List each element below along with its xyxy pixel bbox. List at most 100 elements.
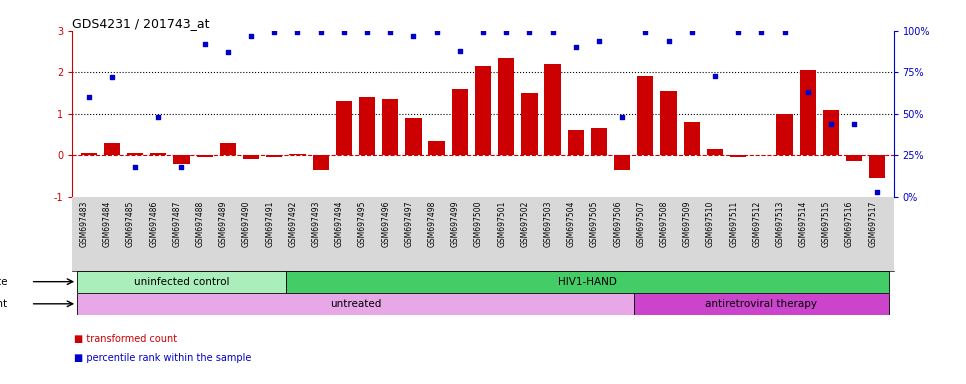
Bar [429, 141, 444, 155]
Text: GSM697516: GSM697516 [845, 200, 854, 247]
Text: GSM697506: GSM697506 [613, 200, 622, 247]
Bar [452, 89, 468, 155]
Text: ■ transformed count: ■ transformed count [74, 334, 178, 344]
Point [777, 29, 792, 35]
Bar [614, 155, 630, 170]
Text: untreated: untreated [329, 299, 382, 309]
Bar [800, 70, 816, 155]
Bar [219, 143, 236, 155]
Bar [127, 153, 143, 155]
Point [174, 164, 189, 170]
Bar [173, 155, 189, 164]
Point [846, 121, 862, 127]
Point [429, 29, 444, 35]
Bar [77, 293, 634, 315]
Point [869, 189, 885, 195]
Text: GSM697490: GSM697490 [242, 200, 251, 247]
Text: GSM697501: GSM697501 [497, 200, 506, 247]
Text: GSM697511: GSM697511 [729, 200, 738, 247]
Point [104, 74, 120, 80]
Point [591, 38, 607, 44]
Text: HIV1-HAND: HIV1-HAND [558, 276, 617, 287]
Point [684, 29, 699, 35]
Text: GSM697485: GSM697485 [127, 200, 135, 247]
Bar [684, 122, 700, 155]
Text: GSM697510: GSM697510 [706, 200, 715, 247]
Point [383, 29, 398, 35]
Point [522, 29, 537, 35]
Text: GSM697496: GSM697496 [382, 200, 390, 247]
Text: GSM697488: GSM697488 [196, 200, 205, 247]
Bar [638, 76, 653, 155]
Point [220, 49, 236, 55]
Bar [359, 97, 375, 155]
Point [800, 89, 815, 95]
Text: GSM697483: GSM697483 [79, 200, 89, 247]
Text: disease state: disease state [0, 276, 8, 287]
Point [151, 114, 166, 120]
Bar [568, 130, 583, 155]
Text: GSM697512: GSM697512 [753, 200, 761, 247]
Bar [242, 155, 259, 159]
Bar [846, 155, 863, 162]
Point [823, 121, 838, 127]
Point [81, 94, 97, 100]
Text: GSM697493: GSM697493 [312, 200, 321, 247]
Text: GSM697504: GSM697504 [567, 200, 576, 247]
Point [452, 48, 468, 54]
Text: uninfected control: uninfected control [133, 276, 229, 287]
Point [359, 29, 375, 35]
Text: GSM697505: GSM697505 [590, 200, 599, 247]
Bar [150, 153, 166, 155]
Bar [77, 271, 286, 293]
Text: GSM697503: GSM697503 [544, 200, 553, 247]
Text: GSM697499: GSM697499 [451, 200, 460, 247]
Point [753, 29, 769, 35]
Bar [869, 155, 886, 178]
Bar [336, 101, 352, 155]
Bar [475, 66, 491, 155]
Bar [591, 128, 607, 155]
Text: GSM697489: GSM697489 [219, 200, 228, 247]
Text: ■ percentile rank within the sample: ■ percentile rank within the sample [74, 353, 252, 363]
Bar [290, 154, 305, 155]
Point [638, 29, 653, 35]
Text: GSM697502: GSM697502 [521, 200, 529, 247]
Text: GSM697515: GSM697515 [822, 200, 831, 247]
Point [336, 29, 352, 35]
Text: GSM697500: GSM697500 [474, 200, 483, 247]
Bar [266, 155, 282, 157]
Bar [286, 271, 889, 293]
Bar [634, 293, 889, 315]
Point [730, 29, 746, 35]
Bar [313, 155, 328, 170]
Point [406, 33, 421, 39]
Bar [103, 143, 120, 155]
Text: GSM697497: GSM697497 [405, 200, 413, 247]
Text: GSM697509: GSM697509 [683, 200, 692, 247]
Point [661, 38, 676, 44]
Bar [661, 91, 676, 155]
Bar [545, 64, 560, 155]
Point [498, 29, 514, 35]
Bar [498, 58, 514, 155]
Point [707, 73, 723, 79]
Bar [383, 99, 398, 155]
Text: GSM697507: GSM697507 [637, 200, 645, 247]
Text: GSM697494: GSM697494 [335, 200, 344, 247]
Text: GSM697513: GSM697513 [776, 200, 784, 247]
Text: GSM697495: GSM697495 [358, 200, 367, 247]
Text: agent: agent [0, 299, 8, 309]
Point [267, 29, 282, 35]
Bar [80, 153, 97, 155]
Text: GDS4231 / 201743_at: GDS4231 / 201743_at [72, 17, 210, 30]
Point [475, 29, 491, 35]
Text: GSM697492: GSM697492 [289, 200, 298, 247]
Bar [522, 93, 537, 155]
Point [243, 33, 259, 39]
Bar [707, 149, 724, 155]
Bar [730, 155, 747, 157]
Point [313, 29, 328, 35]
Point [197, 41, 213, 47]
Text: GSM697517: GSM697517 [868, 200, 877, 247]
